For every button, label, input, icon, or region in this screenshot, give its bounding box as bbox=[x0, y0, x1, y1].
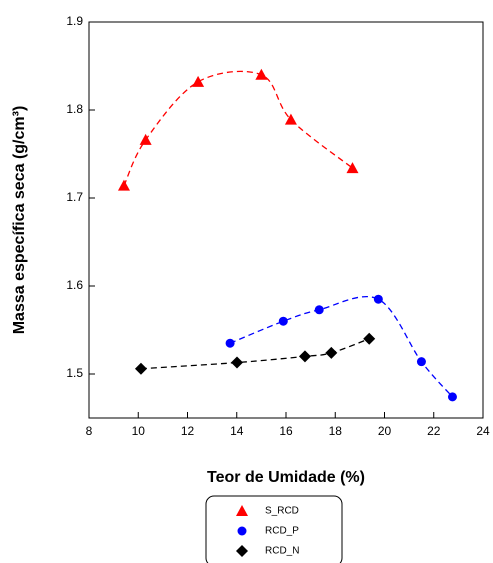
x-tick-label: 18 bbox=[329, 424, 343, 438]
marker bbox=[416, 357, 426, 367]
x-tick-label: 12 bbox=[181, 424, 195, 438]
marker bbox=[117, 179, 130, 191]
y-tick-label: 1.9 bbox=[66, 14, 83, 28]
legend-label: RCD_P bbox=[265, 526, 299, 537]
marker bbox=[298, 350, 311, 363]
marker bbox=[325, 346, 338, 359]
x-tick-label: 22 bbox=[427, 424, 441, 438]
fit-curve bbox=[123, 70, 353, 186]
marker bbox=[225, 338, 235, 348]
x-tick-label: 14 bbox=[230, 424, 244, 438]
marker bbox=[284, 113, 297, 125]
marker bbox=[363, 332, 376, 345]
x-tick-label: 8 bbox=[86, 424, 93, 438]
marker bbox=[230, 356, 243, 369]
y-axis-title: Massa específica seca (g/cm³) bbox=[11, 106, 28, 335]
marker bbox=[134, 362, 147, 375]
marker bbox=[139, 133, 152, 145]
y-tick-label: 1.5 bbox=[66, 366, 83, 380]
marker bbox=[255, 68, 268, 80]
x-axis-title: Teor de Umidade (%) bbox=[207, 469, 365, 486]
marker bbox=[192, 75, 205, 87]
marker bbox=[346, 162, 359, 174]
x-tick-label: 24 bbox=[476, 424, 490, 438]
legend-marker bbox=[236, 545, 248, 557]
x-tick-label: 16 bbox=[279, 424, 293, 438]
x-tick-label: 10 bbox=[132, 424, 146, 438]
fit-curve bbox=[229, 295, 453, 398]
marker bbox=[278, 316, 288, 326]
marker bbox=[447, 392, 457, 402]
marker bbox=[373, 294, 383, 304]
x-tick-label: 20 bbox=[378, 424, 392, 438]
y-tick-label: 1.8 bbox=[66, 102, 83, 116]
y-tick-label: 1.6 bbox=[66, 278, 83, 292]
marker bbox=[314, 305, 324, 315]
legend-marker bbox=[237, 526, 247, 536]
legend-label: RCD_N bbox=[265, 546, 299, 557]
legend-marker bbox=[236, 505, 248, 516]
legend-label: S_RCD bbox=[265, 506, 299, 517]
y-tick-label: 1.7 bbox=[66, 190, 83, 204]
